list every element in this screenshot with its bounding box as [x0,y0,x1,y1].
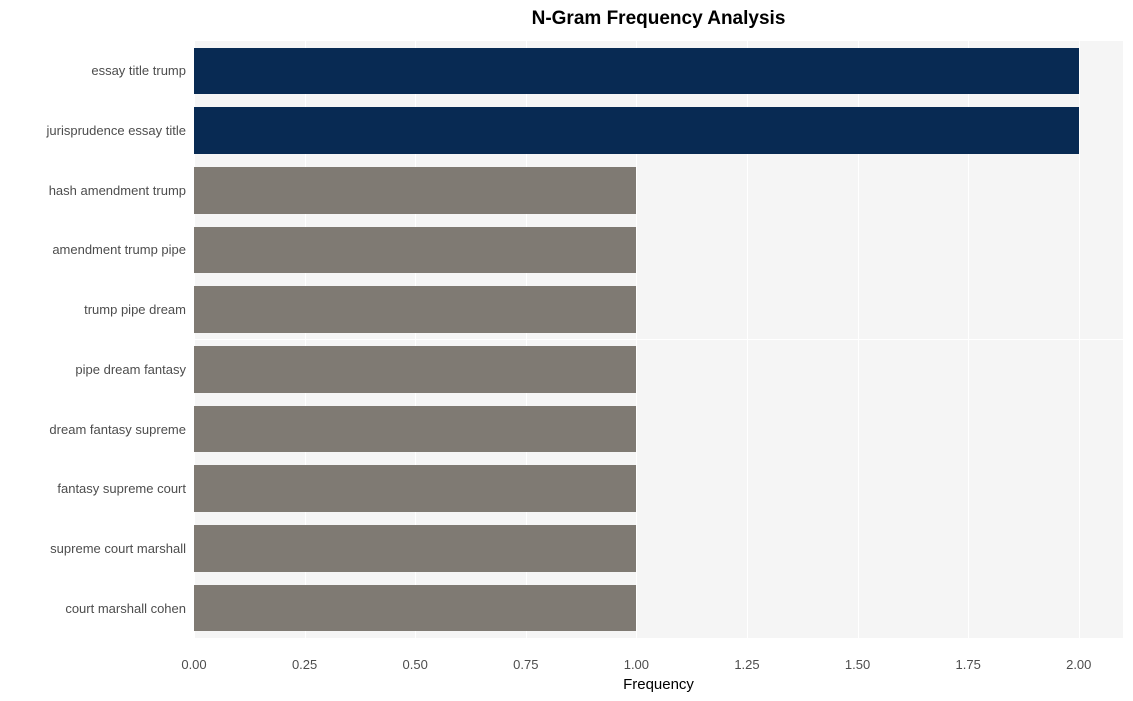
bar [194,167,636,214]
chart-container: N-Gram Frequency Analysis essay title tr… [0,0,1133,701]
plot-area [194,34,1123,645]
x-axis-tick-label: 1.50 [833,657,883,672]
chart-title: N-Gram Frequency Analysis [194,8,1123,30]
x-axis-tick-label: 2.00 [1054,657,1104,672]
y-axis-category-label: jurisprudence essay title [0,123,186,138]
x-axis-tick-label: 1.00 [611,657,661,672]
y-axis-category-label: amendment trump pipe [0,242,186,257]
x-axis-tick-label: 1.75 [943,657,993,672]
x-axis-tick-label: 0.25 [280,657,330,672]
y-axis-category-label: dream fantasy supreme [0,422,186,437]
bar [194,286,636,333]
bar [194,406,636,453]
bar [194,585,636,632]
y-axis-category-label: pipe dream fantasy [0,362,186,377]
y-axis-category-label: essay title trump [0,63,186,78]
y-axis-category-label: court marshall cohen [0,601,186,616]
y-axis-category-label: fantasy supreme court [0,481,186,496]
x-axis-tick-label: 0.50 [390,657,440,672]
bar [194,346,636,393]
x-axis-tick-label: 0.75 [501,657,551,672]
bar [194,48,1079,95]
bar [194,465,636,512]
bar [194,107,1079,154]
y-axis-category-label: hash amendment trump [0,183,186,198]
x-axis-tick-label: 1.25 [722,657,772,672]
y-axis-category-label: trump pipe dream [0,302,186,317]
y-axis-category-label: supreme court marshall [0,541,186,556]
bar [194,525,636,572]
x-axis-tick-label: 0.00 [169,657,219,672]
bars [194,34,1123,645]
bar [194,227,636,274]
x-axis-title: Frequency [194,676,1123,693]
